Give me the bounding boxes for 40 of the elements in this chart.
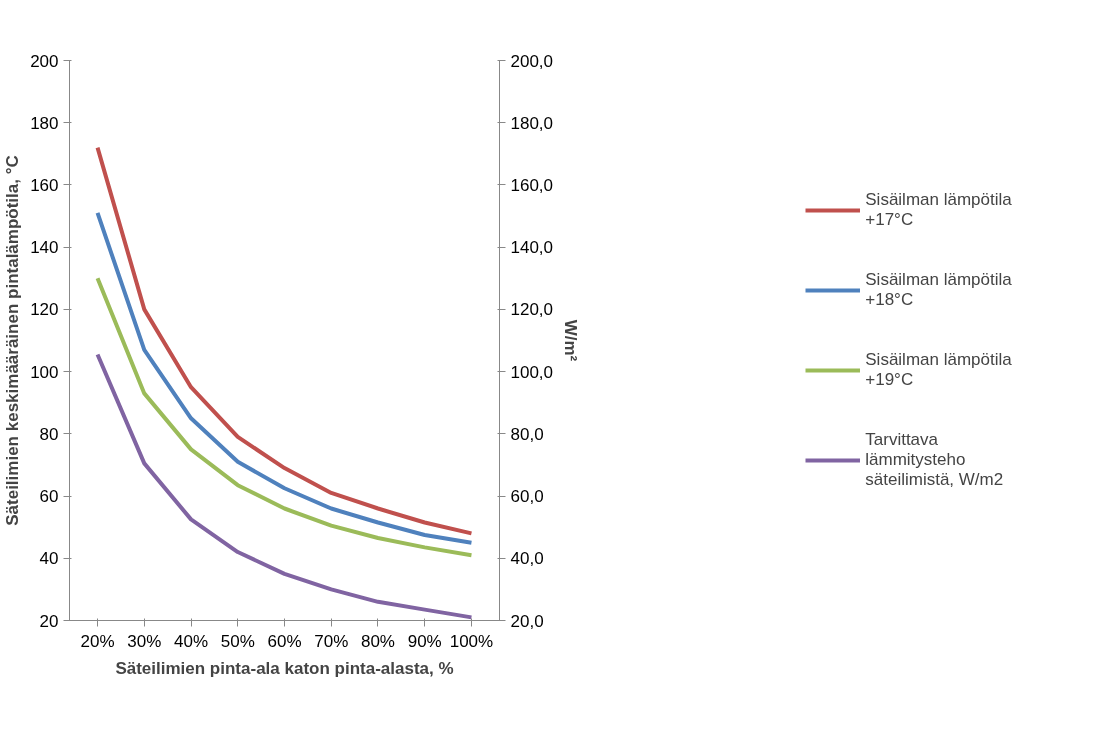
x-tick-label: 30% <box>127 631 162 651</box>
line-series <box>95 145 474 536</box>
legend-label: Sisäilman lämpötila +17°C <box>865 190 1012 230</box>
y-tick-label: 200 <box>30 51 59 71</box>
line-series <box>95 210 474 545</box>
x-tick-label: 70% <box>314 631 349 651</box>
y2-tick-label: 20,0 <box>510 611 544 631</box>
x-tick-label: 50% <box>220 631 255 651</box>
y2-tick-label: 80,0 <box>510 424 544 444</box>
y2-tick-label: 160,0 <box>510 175 554 195</box>
y-axis-title: Säteilimien keskimääräinen pintalämpötila, °C <box>3 155 23 526</box>
y2-tick-label: 60,0 <box>510 487 544 507</box>
y2-tick-label: 180,0 <box>510 113 554 133</box>
y2-tick-label: 120,0 <box>510 300 554 320</box>
y-tick-label: 180 <box>30 113 59 133</box>
y2-tick-label: 140,0 <box>510 238 554 258</box>
y2-tick-label: 40,0 <box>510 549 544 569</box>
line-series <box>95 276 474 558</box>
line-series <box>95 352 474 620</box>
x-tick-label: 90% <box>407 631 442 651</box>
y2-tick-label: 100,0 <box>510 362 554 382</box>
y-tick-label: 100 <box>30 362 59 382</box>
legend-label: Sisäilman lämpötila +19°C <box>865 350 1012 390</box>
y-tick-label: 20 <box>39 611 59 631</box>
y-tick-label: 160 <box>30 175 59 195</box>
x-tick-label: 40% <box>174 631 209 651</box>
x-tick-label: 100% <box>449 631 494 651</box>
x-tick-label: 80% <box>360 631 395 651</box>
legend-label: Sisäilman lämpötila +18°C <box>865 270 1012 310</box>
y-tick-label: 80 <box>39 424 59 444</box>
y-tick-label: 120 <box>30 300 59 320</box>
y-tick-label: 60 <box>39 487 59 507</box>
x-tick-label: 60% <box>267 631 302 651</box>
y-tick-label: 140 <box>30 238 59 258</box>
x-tick-label: 20% <box>80 631 115 651</box>
legend-label: Tarvittava lämmitysteho säteilimistä, W/m2 <box>865 430 1004 490</box>
x-axis-title: Säteilimien pinta-ala katon pinta-alasta, % <box>115 658 454 678</box>
y-tick-label: 40 <box>39 549 59 569</box>
y2-tick-label: 200,0 <box>510 51 554 71</box>
y2-axis-title: W/m² <box>561 319 581 362</box>
